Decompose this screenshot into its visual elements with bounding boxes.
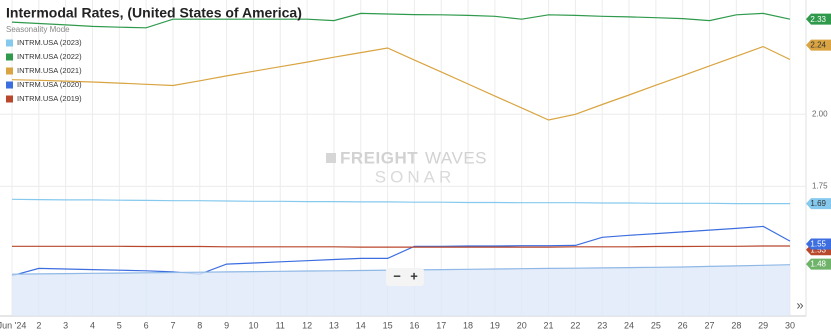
x-tick-label: 27 <box>705 320 715 330</box>
end-label: 2.24 <box>810 41 826 50</box>
legend-label: INTRM.USA (2023) <box>17 38 82 47</box>
x-tick-label: 30 <box>785 320 795 330</box>
x-tick-label: 17 <box>436 320 446 330</box>
end-label: 1.55 <box>810 240 826 249</box>
x-tick-label: 15 <box>383 320 393 330</box>
x-tick-label: 18 <box>463 320 473 330</box>
x-tick-label: 19 <box>490 320 500 330</box>
legend-label: INTRM.USA (2019) <box>17 94 82 103</box>
watermark: FREIGHT WAVES SONAR <box>326 148 487 186</box>
end-label-box <box>806 258 831 270</box>
x-tick-label: 16 <box>409 320 419 330</box>
end-label: 1.53 <box>810 245 826 254</box>
watermark-logo <box>326 153 336 163</box>
x-tick-label: 2 <box>36 320 41 330</box>
x-tick-label: Jun '24 <box>0 320 26 330</box>
x-tick-label: 22 <box>570 320 580 330</box>
x-tick-label: 5 <box>117 320 122 330</box>
x-tick-label: 13 <box>329 320 339 330</box>
legend-swatch <box>6 53 13 61</box>
series-line <box>11 198 790 205</box>
series-line <box>11 45 791 121</box>
x-tick-label: 25 <box>651 320 661 330</box>
x-tick-label: 21 <box>544 320 554 330</box>
legend-label: INTRM.USA (2021) <box>17 66 82 75</box>
legend-title: Seasonality Mode <box>6 25 70 34</box>
series-line <box>11 12 791 29</box>
zoom-in-button[interactable]: + <box>410 268 418 283</box>
x-tick-label: 8 <box>197 320 202 330</box>
legend-swatch <box>6 39 13 47</box>
x-tick-label: 11 <box>276 320 285 330</box>
watermark-product: SONAR <box>375 167 455 186</box>
zoom-bar <box>386 268 424 286</box>
x-tick-label: 3 <box>63 320 68 330</box>
end-label: 2.33 <box>810 15 826 24</box>
series-line <box>11 225 791 277</box>
end-label-box <box>806 238 831 250</box>
legend: INTRM.USA (2023) INTRM.USA (2022) INTRM.US… <box>6 38 82 103</box>
end-label: 1.48 <box>810 260 826 269</box>
legend-swatch <box>6 67 13 75</box>
x-tick-label: 29 <box>758 320 768 330</box>
end-label-box <box>806 13 831 25</box>
y-tick-label: 1.75 <box>812 181 828 190</box>
legend-swatch <box>6 95 13 103</box>
x-tick-label: 9 <box>224 320 229 330</box>
y-tick-label: 2.00 <box>812 109 828 118</box>
legend-label: INTRM.USA (2020) <box>17 80 82 89</box>
zoom-out-button[interactable]: − <box>393 268 401 283</box>
end-label-box <box>806 198 831 210</box>
x-tick-label: 23 <box>597 320 607 330</box>
end-labels: 1.48 1.531.55 2.24 2.33 1.69 <box>806 13 831 270</box>
x-tick-label: 4 <box>90 320 95 330</box>
chart-title: Intermodal Rates, (United States of Amer… <box>6 5 302 21</box>
x-tick-label: 26 <box>678 320 688 330</box>
watermark-brand: FREIGHT <box>340 148 418 167</box>
watermark-brand-light: WAVES <box>425 148 487 167</box>
x-tick-label: 6 <box>144 320 149 330</box>
series-line <box>12 245 790 248</box>
legend-swatch <box>6 81 13 89</box>
legend-label: INTRM.USA (2022) <box>17 52 82 61</box>
end-label-box <box>806 39 831 51</box>
zoom-controls: − + <box>386 268 424 286</box>
expand-button[interactable]: » <box>796 297 803 312</box>
x-tick-label: 20 <box>517 320 527 330</box>
x-tick-label: 7 <box>170 320 175 330</box>
x-tick-label: 12 <box>302 320 312 330</box>
end-label: 1.69 <box>810 199 826 208</box>
x-tick-label: 10 <box>248 320 258 330</box>
x-tick-label: 14 <box>356 320 366 330</box>
x-tick-label: 24 <box>624 320 634 330</box>
grid <box>0 0 807 317</box>
area <box>12 264 790 316</box>
x-tick-label: 28 <box>731 320 741 330</box>
